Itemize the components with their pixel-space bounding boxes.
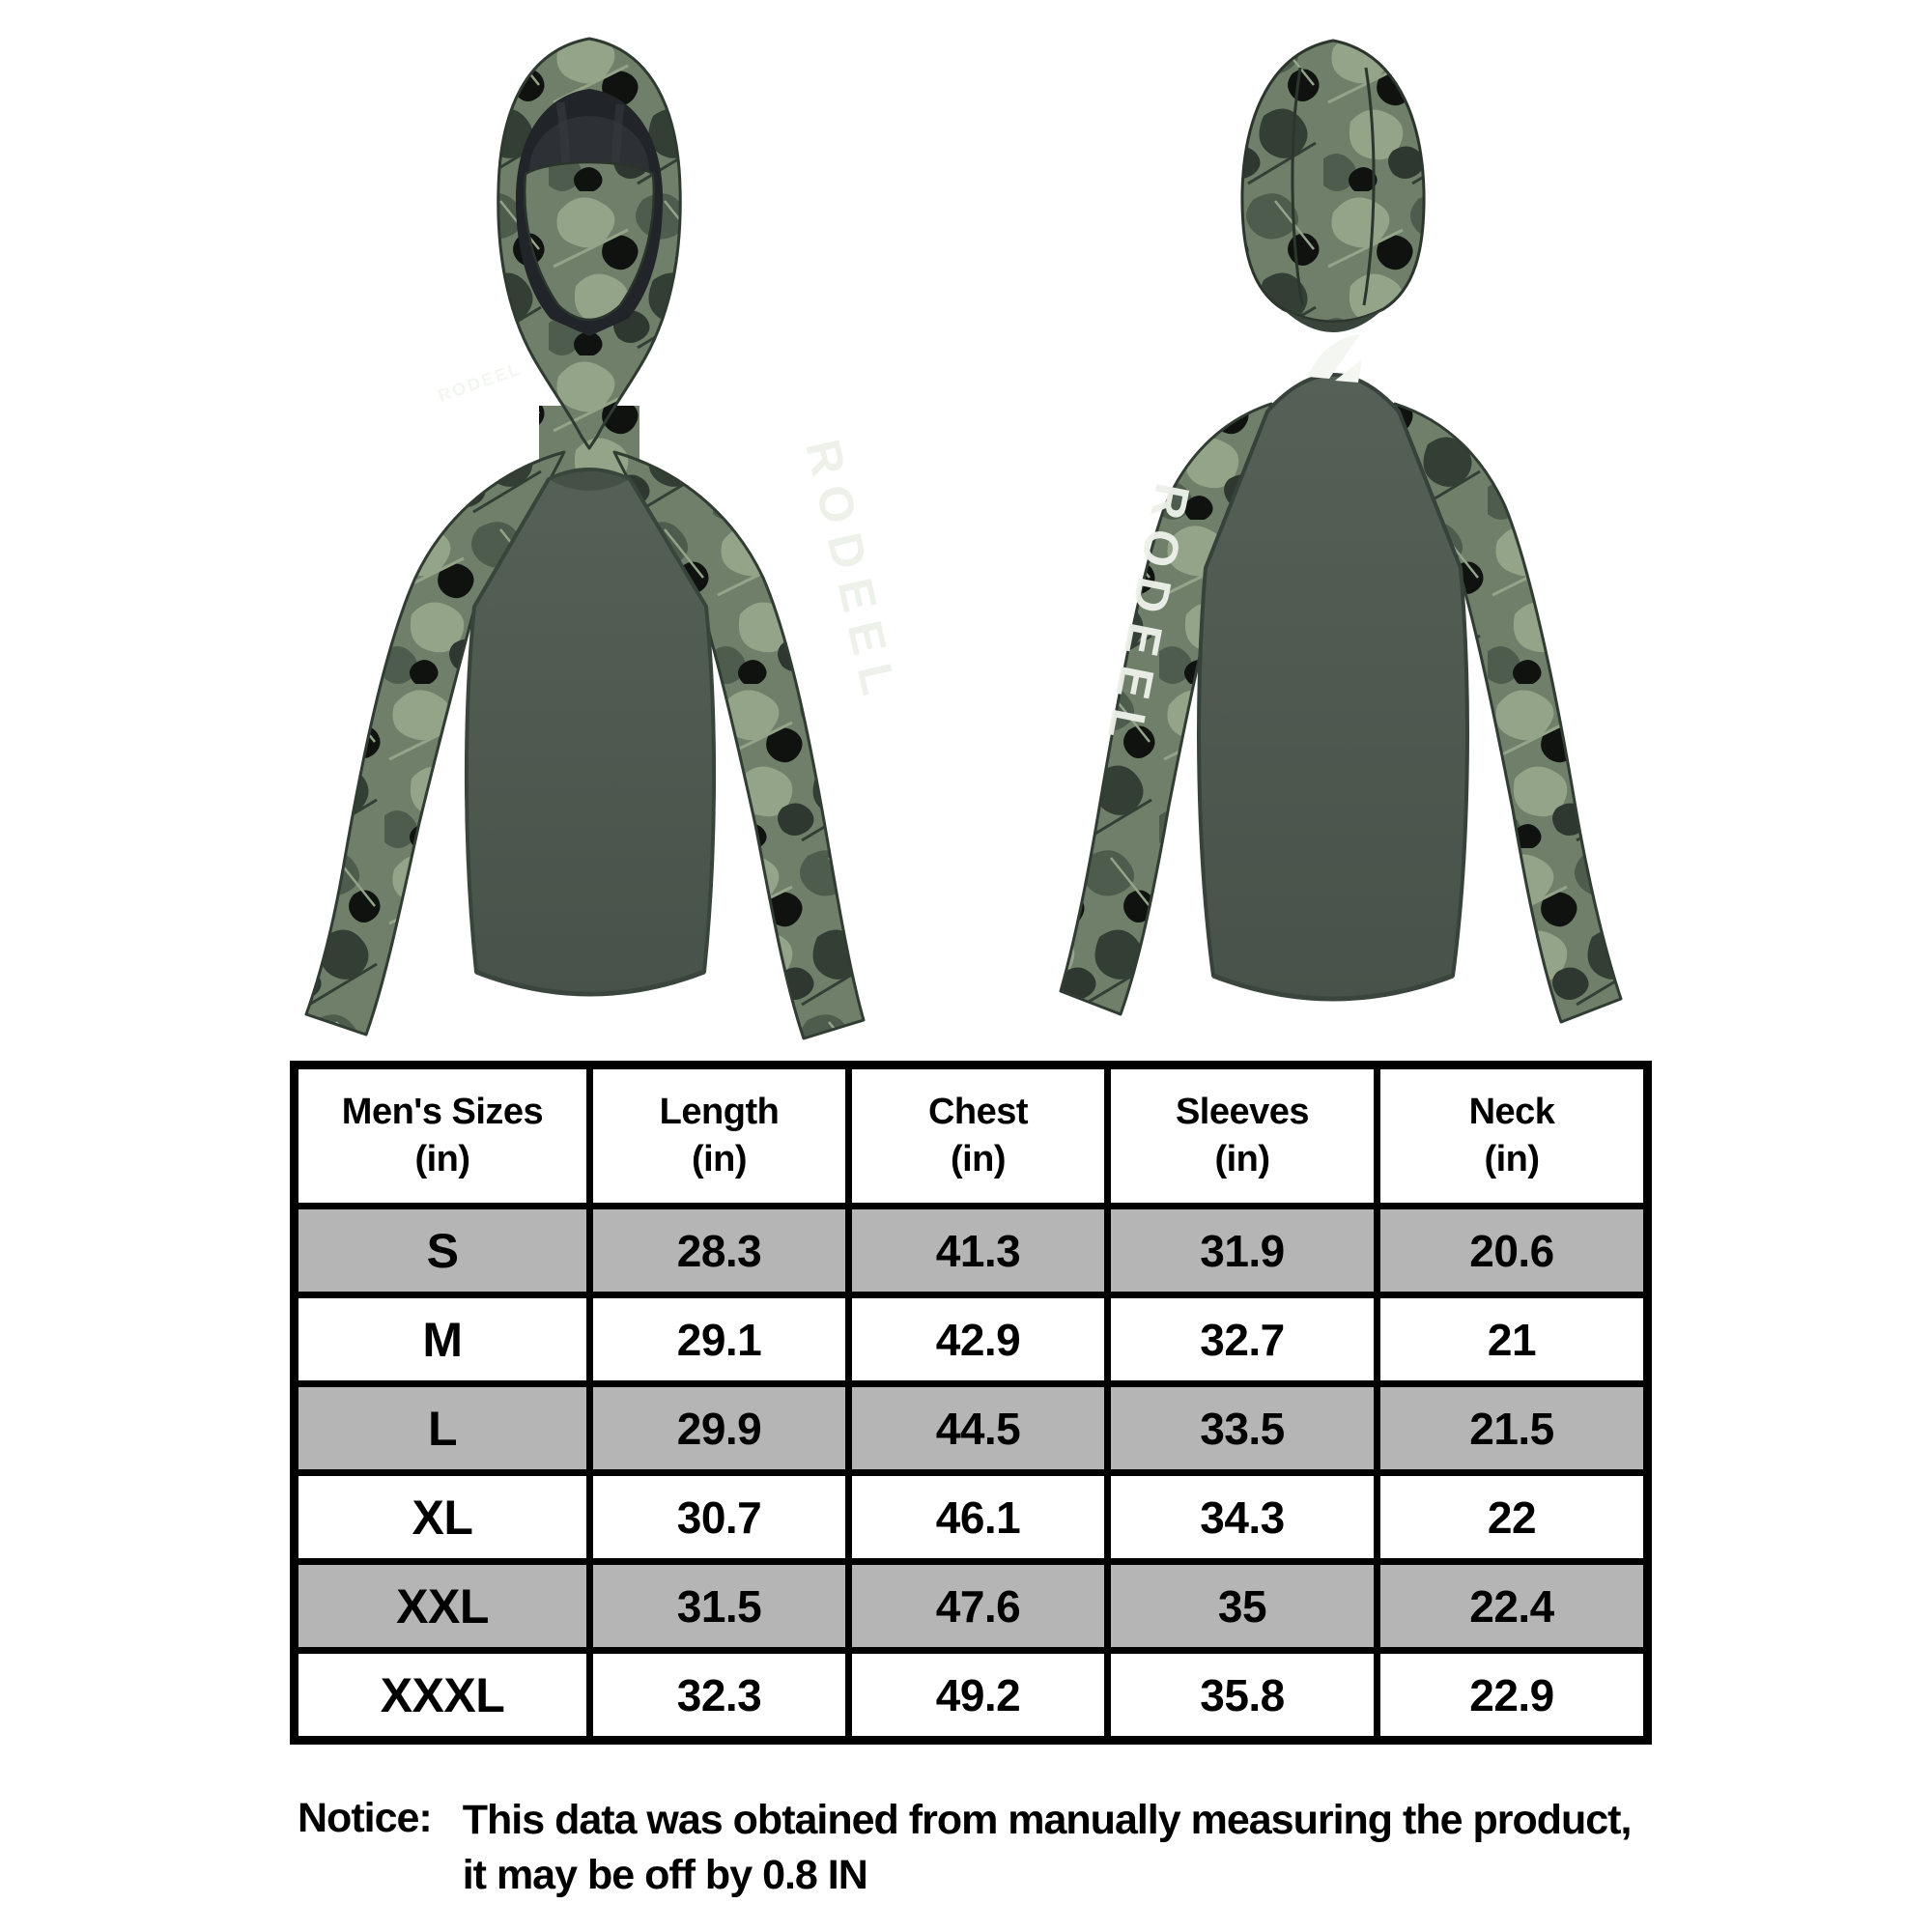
size-cell: M: [291, 1292, 593, 1387]
chest-cell: 47.6: [845, 1558, 1111, 1654]
neck-cell: 22: [1374, 1469, 1651, 1565]
notice-line-2: it may be off by 0.8 IN: [462, 1852, 868, 1899]
hood-seam-left: [1291, 67, 1304, 306]
table-row-xl: XL 30.7 46.1 34.3 22: [291, 1469, 1651, 1565]
length-cell: 30.7: [586, 1469, 852, 1565]
table-row-l: L 29.9 44.5 33.5 21.5: [291, 1380, 1651, 1476]
size-cell: S: [291, 1203, 593, 1298]
front-neck-shadow: [549, 471, 630, 491]
back-hood: [1240, 39, 1426, 324]
sleeves-cell: 31.9: [1104, 1203, 1380, 1298]
hoodie-back-view-image: RODEEL: [1059, 39, 1623, 1024]
sleeves-cell: 34.3: [1104, 1469, 1380, 1565]
neck-cell: 21.5: [1374, 1380, 1651, 1476]
length-cell: 29.9: [586, 1380, 852, 1476]
notice-line-1: This data was obtained from manually mea…: [462, 1797, 1633, 1843]
chest-cell: 46.1: [845, 1469, 1111, 1565]
neck-cell: 21: [1374, 1292, 1651, 1387]
chest-cell: 49.2: [845, 1647, 1111, 1744]
column-header-length: Length (in): [586, 1062, 852, 1209]
notice-label: Notice:: [298, 1795, 433, 1841]
table-row-m: M 29.1 42.9 32.7 21: [291, 1292, 1651, 1387]
size-cell: XL: [291, 1469, 593, 1565]
table-row-xxl: XXL 31.5 47.6 35 22.4: [291, 1558, 1651, 1654]
size-cell: XXL: [291, 1558, 593, 1654]
front-hem-seam: [475, 969, 705, 997]
chest-cell: 42.9: [845, 1292, 1111, 1387]
size-cell: L: [291, 1380, 593, 1476]
hood-drop-shadow: [1283, 309, 1383, 332]
chest-cell: 44.5: [845, 1380, 1111, 1476]
length-cell: 28.3: [586, 1203, 852, 1298]
hood-seam-right: [1362, 67, 1376, 306]
header-row: Men's Sizes (in) Length (in) Chest (in) …: [291, 1062, 1651, 1209]
column-header-sizes: Men's Sizes (in): [291, 1062, 593, 1209]
neck-cell: 22.4: [1374, 1558, 1651, 1654]
size-cell: XXXL: [291, 1647, 593, 1744]
sleeves-cell: 35: [1104, 1558, 1380, 1654]
front-sleeve-logo-text: RODEEL: [795, 435, 909, 711]
length-cell: 29.1: [586, 1292, 852, 1387]
neck-cell: 20.6: [1374, 1203, 1651, 1298]
neck-cell: 22.9: [1374, 1647, 1651, 1744]
table-row-xxxl: XXXL 32.3 49.2 35.8 22.9: [291, 1647, 1651, 1744]
length-cell: 32.3: [586, 1647, 852, 1744]
sleeves-cell: 33.5: [1104, 1380, 1380, 1476]
face-gaiter: [523, 160, 656, 322]
size-chart-table: Men's Sizes (in) Length (in) Chest (in) …: [290, 1061, 1652, 1745]
notice-block: Notice: This data was obtained from manu…: [298, 1793, 1669, 1903]
brand-logo-icon: [1308, 334, 1362, 383]
hoodie-front-view-image: RODEEL RODEEL: [304, 37, 909, 1040]
table-row-s: S 28.3 41.3 31.9 20.6: [291, 1203, 1651, 1298]
length-cell: 31.5: [586, 1558, 852, 1654]
chest-logo-text: RODEEL: [436, 359, 525, 406]
sleeves-cell: 32.7: [1104, 1292, 1380, 1387]
sleeves-cell: 35.8: [1104, 1647, 1380, 1744]
column-header-chest: Chest (in): [845, 1062, 1111, 1209]
notice-text: This data was obtained from manually mea…: [462, 1793, 1633, 1903]
column-header-neck: Neck (in): [1374, 1062, 1651, 1209]
chest-cell: 41.3: [845, 1203, 1111, 1298]
back-hem-seam: [1212, 973, 1454, 1002]
column-header-sleeves: Sleeves (in): [1104, 1062, 1380, 1209]
